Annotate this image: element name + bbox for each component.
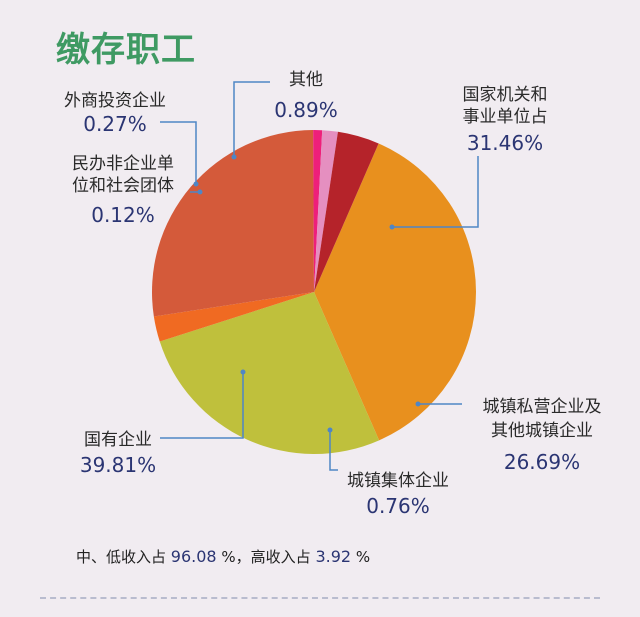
pie-slice-7 (314, 131, 379, 292)
divider (40, 597, 600, 599)
callout-line-3 (329, 430, 338, 471)
slice-label-7: 其他 (289, 70, 323, 90)
callout-dot-2 (415, 401, 421, 407)
slice-label-2: 城镇私营企业及 (483, 397, 602, 417)
pie-slice-1 (314, 143, 477, 441)
callout-dot-3 (327, 427, 333, 433)
income-summary: 中、低收入占 96.08 %，高收入占 3.92 % (76, 546, 370, 567)
slice-percent-7: 0.89% (274, 98, 338, 122)
summary-prefix: 中、低收入占 (76, 548, 167, 566)
slice-percent-3: 0.76% (366, 494, 430, 518)
pie-slice-6 (314, 130, 338, 292)
slice-percent-6: 0.27% (83, 112, 147, 136)
callout-line-1 (392, 156, 479, 228)
callout-dot-6 (193, 181, 199, 187)
slice-label-4: 国有企业 (84, 430, 152, 450)
callout-dot-4 (240, 369, 246, 375)
slice-label-2: 其他城镇企业 (491, 421, 593, 441)
slice-label-1: 事业单位占 (463, 107, 548, 127)
slice-label-3: 城镇集体企业 (347, 471, 449, 491)
slice-label-6: 外商投资企业 (64, 91, 166, 111)
summary-low-mid-value: 96.08 (170, 547, 217, 566)
callout-line-7 (233, 81, 270, 157)
callout-line-6 (160, 121, 197, 184)
callout-line-4 (160, 372, 244, 439)
pie-slice-4 (151, 130, 314, 317)
slice-percent-4: 39.81% (80, 453, 156, 477)
slice-label-5: 位和社会团体 (72, 176, 174, 196)
pie-slice-2 (159, 292, 380, 455)
callout-dot-5 (197, 189, 203, 195)
pie-slice-5 (313, 129, 323, 292)
summary-high-value: 3.92 (315, 547, 352, 566)
chart-title: 缴存职工 (56, 30, 196, 70)
slice-label-5: 民办非企业单 (72, 154, 174, 174)
pie-slice-3 (153, 292, 314, 342)
pie-slices (151, 129, 477, 455)
slice-percent-1: 31.46% (467, 131, 543, 155)
slice-percent-2: 26.69% (504, 450, 580, 474)
slice-label-1: 国家机关和 (463, 85, 548, 105)
summary-mid: %，高收入占 (221, 548, 311, 566)
callout-dot-1 (389, 224, 395, 230)
slice-percent-5: 0.12% (91, 203, 155, 227)
summary-suffix: % (355, 548, 371, 566)
callout-dot-7 (231, 154, 237, 160)
